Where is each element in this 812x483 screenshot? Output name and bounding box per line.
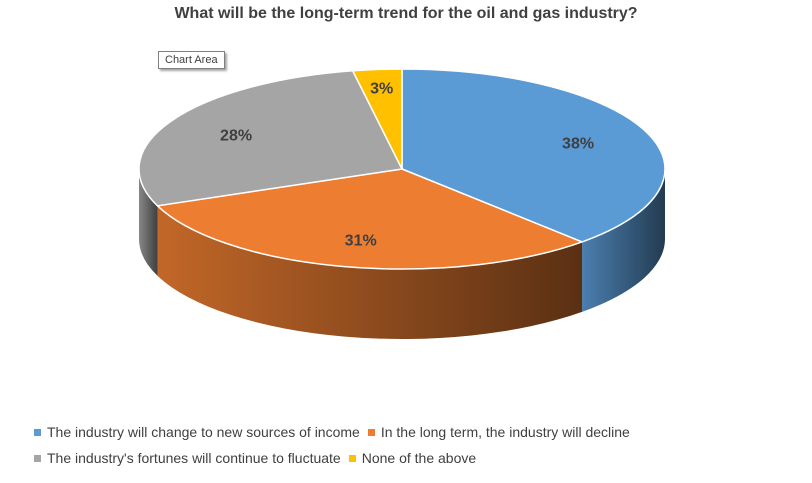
legend-item[interactable]: The industry's fortunes will continue to… bbox=[34, 450, 341, 466]
pie-data-label: 3% bbox=[370, 80, 393, 97]
pie-data-label: 31% bbox=[345, 232, 377, 249]
legend-label: The industry's fortunes will continue to… bbox=[47, 450, 341, 466]
pie-data-labels: 38% 31% 28% 3% bbox=[220, 80, 594, 249]
legend-item[interactable]: None of the above bbox=[348, 450, 477, 466]
legend-swatch bbox=[367, 428, 375, 436]
chart-area-tooltip: Chart Area bbox=[158, 51, 225, 69]
pie-sides bbox=[139, 169, 665, 339]
pie-slice[interactable] bbox=[138, 70, 403, 207]
legend-swatch bbox=[34, 454, 41, 462]
pie-slice[interactable] bbox=[351, 68, 403, 170]
legend-label: The industry will change to new sources … bbox=[47, 424, 360, 440]
pie-data-label: 28% bbox=[220, 127, 252, 144]
legend-swatch bbox=[348, 454, 356, 462]
pie-slice[interactable] bbox=[156, 168, 583, 270]
pie-slice-side bbox=[139, 169, 158, 276]
legend-label: None of the above bbox=[361, 450, 477, 466]
pie-slices bbox=[138, 68, 666, 270]
pie-slice-side bbox=[157, 205, 583, 339]
legend: The industry will change to new sources … bbox=[34, 424, 794, 466]
pie-slice-side bbox=[582, 169, 665, 312]
legend-item[interactable]: The industry will change to new sources … bbox=[34, 424, 360, 440]
legend-swatch bbox=[34, 428, 41, 436]
chart-title: What will be the long-term trend for the… bbox=[174, 5, 638, 22]
legend-label: In the long term, the industry will decl… bbox=[380, 424, 630, 440]
pie-data-label: 38% bbox=[562, 135, 594, 152]
legend-item[interactable]: In the long term, the industry will decl… bbox=[367, 424, 630, 440]
pie-slice[interactable] bbox=[401, 68, 666, 243]
